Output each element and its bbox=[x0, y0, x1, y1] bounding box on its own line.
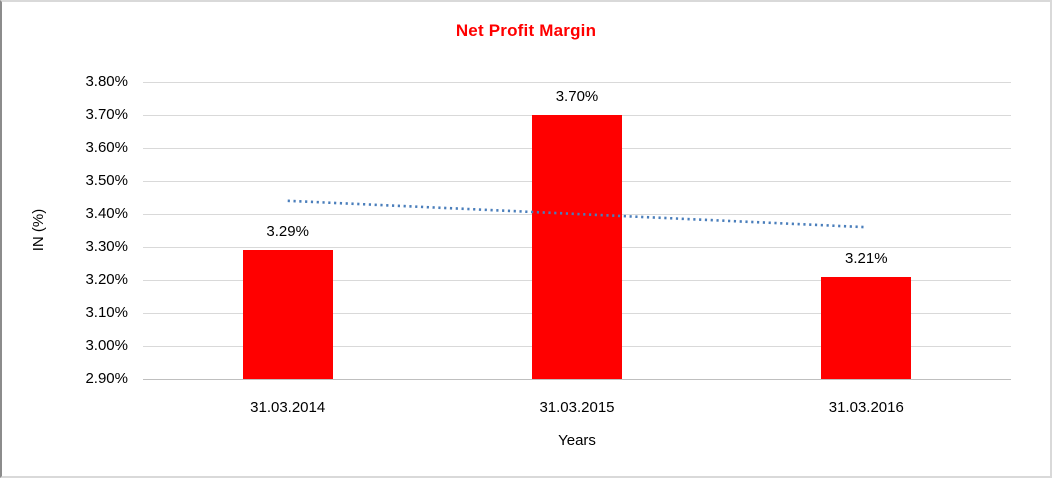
bar-value-label: 3.70% bbox=[555, 88, 599, 105]
y-tick-label: 3.80% bbox=[85, 73, 128, 90]
y-tick-label: 3.40% bbox=[85, 205, 128, 222]
y-tick-label: 3.30% bbox=[85, 238, 128, 255]
gridline bbox=[143, 379, 1011, 380]
y-tick-label: 3.00% bbox=[85, 337, 128, 354]
bar-31.03.2016[interactable] bbox=[821, 276, 912, 379]
y-tick-label: 3.60% bbox=[85, 139, 128, 156]
x-axis-title: Years bbox=[558, 432, 596, 449]
bar-31.03.2014[interactable] bbox=[242, 250, 333, 379]
x-tick-label: 31.03.2016 bbox=[828, 399, 904, 416]
y-tick-label: 3.70% bbox=[85, 106, 128, 123]
x-tick-label: 31.03.2014 bbox=[250, 399, 326, 416]
y-tick-label: 3.10% bbox=[85, 304, 128, 321]
bar-31.03.2015[interactable] bbox=[532, 115, 622, 379]
chart-title: Net Profit Margin bbox=[455, 21, 597, 40]
y-tick-label: 2.90% bbox=[85, 370, 128, 387]
y-tick-label: 3.50% bbox=[85, 172, 128, 189]
y-tick-label: 3.20% bbox=[85, 271, 128, 288]
gridline bbox=[143, 82, 1011, 83]
x-tick-label: 31.03.2015 bbox=[539, 399, 615, 416]
bar-value-label: 3.21% bbox=[845, 249, 888, 267]
bar-value-label: 3.29% bbox=[266, 223, 309, 241]
